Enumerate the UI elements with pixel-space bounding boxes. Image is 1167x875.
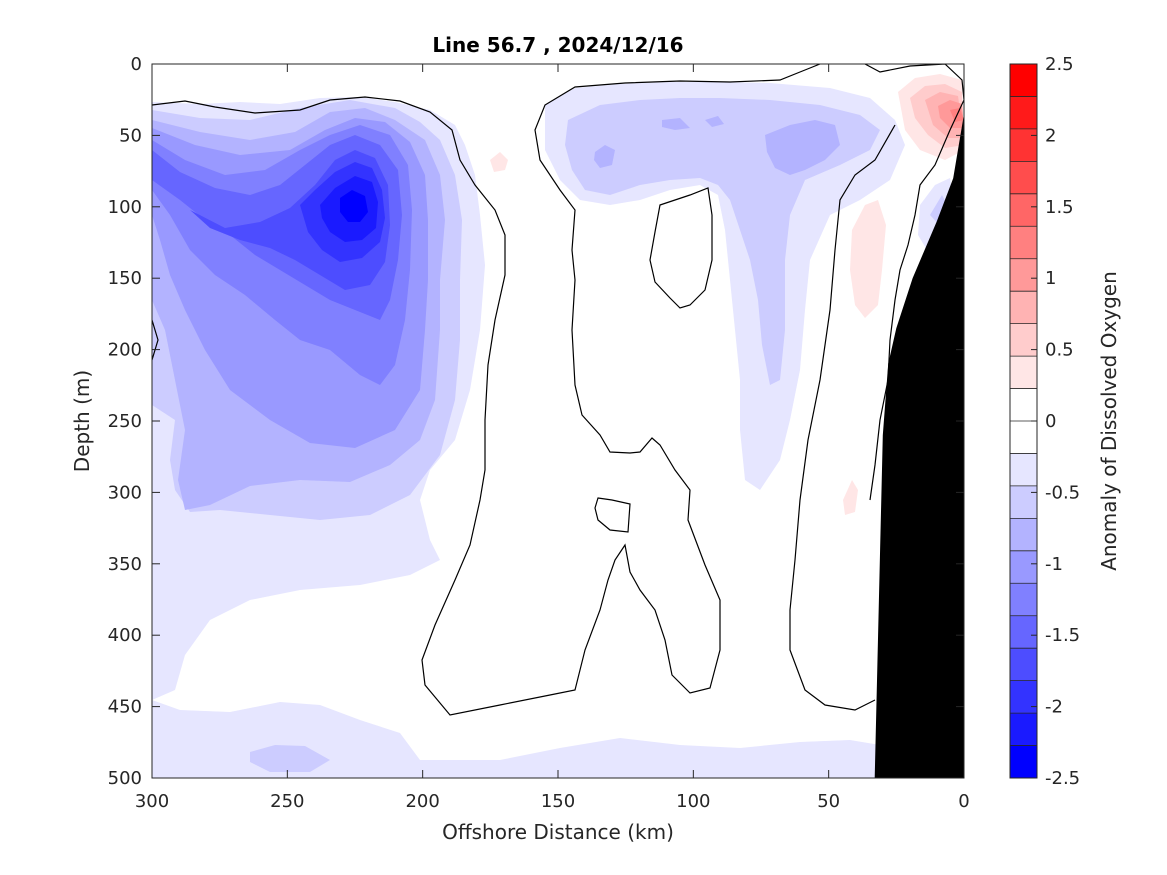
anomaly-region-bottom-band (152, 700, 880, 778)
y-tick-label: 250 (108, 411, 142, 432)
y-axis-title: Depth (m) (70, 370, 94, 472)
colorbar-swatch (1010, 388, 1037, 422)
x-tick-label: 100 (676, 791, 710, 812)
colorbar-swatch (1010, 193, 1037, 227)
x-tick-label: 250 (270, 791, 304, 812)
zero-contour-shelf (789, 124, 896, 711)
x-axis: 300 250 200 150 100 50 0 (135, 64, 970, 812)
x-tick-label: 200 (405, 791, 439, 812)
bathymetry-mask (874, 114, 964, 778)
zero-contour-edge (152, 319, 159, 361)
colorbar-tick-label: -2 (1045, 697, 1063, 718)
colorbar-swatch (1010, 161, 1037, 195)
colorbar-swatch (1010, 291, 1037, 325)
x-tick-label: 50 (817, 791, 840, 812)
colorbar-tick-label: -1.5 (1045, 625, 1080, 646)
colorbar-swatch (1010, 96, 1037, 130)
colorbar-tick-label: 2 (1045, 125, 1056, 146)
colorbar-swatch (1010, 258, 1037, 292)
y-tick-label: 0 (131, 54, 142, 75)
colorbar-tick-label: -0.5 (1045, 482, 1080, 503)
colorbar-swatch (1010, 421, 1037, 454)
colorbar-swatch (1010, 453, 1037, 487)
zero-contour-west (152, 64, 821, 716)
colorbar-swatch (1010, 615, 1037, 649)
x-tick-label: 0 (958, 791, 969, 812)
colorbar-title: Anomaly of Dissolved Oxygen (1097, 271, 1121, 571)
colorbar-swatch (1010, 583, 1037, 617)
colorbar-swatch (1010, 356, 1037, 390)
anomaly-region-central-4 (705, 116, 724, 127)
anomaly-region-central-3 (662, 118, 690, 130)
anomaly-region-shelf-high (850, 200, 886, 318)
y-tick-label: 50 (119, 125, 142, 146)
colorbar-swatch (1010, 64, 1037, 97)
colorbar-swatch (1010, 550, 1037, 584)
colorbar-tick-label: 0 (1045, 411, 1056, 432)
colorbar-swatch (1010, 745, 1037, 779)
anomaly-region-bottom-band-2 (250, 745, 330, 772)
zero-contour-central-loop (649, 187, 713, 309)
x-tick-label: 150 (541, 791, 575, 812)
colorbar-tick-label: 2.5 (1045, 54, 1074, 75)
colorbar-swatch (1010, 226, 1037, 260)
colorbar-tick-label: 1.5 (1045, 197, 1074, 218)
y-tick-label: 200 (108, 340, 142, 361)
colorbar-swatch (1010, 485, 1037, 519)
y-tick-label: 300 (108, 482, 142, 503)
colorbar-swatches (1010, 63, 1037, 779)
x-axis-title: Offshore Distance (km) (442, 820, 674, 844)
colorbar-tick-label: 1 (1045, 268, 1056, 289)
colorbar-tick-label: 0.5 (1045, 340, 1074, 361)
colorbar-tick-label: -2.5 (1045, 768, 1080, 789)
y-tick-label: 450 (108, 697, 142, 718)
y-tick-label: 350 (108, 554, 142, 575)
colorbar-swatch (1010, 323, 1037, 357)
y-tick-label: 150 (108, 268, 142, 289)
colorbar: 2.5 2 1.5 1 0.5 0 -0.5 -1 -1.5 -2 -2.5 Anomaly of … (1009, 54, 1121, 789)
colorbar-tick-label: -1 (1045, 554, 1063, 575)
colorbar-swatch (1010, 518, 1037, 552)
contour-fills (152, 74, 964, 778)
anomaly-region-small-high-1 (490, 152, 508, 172)
anomaly-region-central-2 (765, 120, 840, 175)
zero-contour-small-loop (594, 497, 631, 533)
y-tick-label: 500 (108, 768, 142, 789)
x-tick-label: 300 (135, 791, 169, 812)
colorbar-swatch (1010, 713, 1037, 747)
chart-title: Line 56.7 , 2024/12/16 (432, 33, 683, 57)
colorbar-swatch (1010, 648, 1037, 682)
colorbar-ticks: 2.5 2 1.5 1 0.5 0 -0.5 -1 -1.5 -2 -2.5 (1031, 54, 1080, 789)
colorbar-swatch (1010, 128, 1037, 162)
anomaly-region-small-high-2 (843, 480, 858, 515)
anomaly-region-west-9 (340, 190, 368, 222)
y-axis: 0 50 100 150 200 250 300 350 400 450 500 (108, 54, 964, 789)
plot-area: 300 250 200 150 100 50 0 050100150200250300350… (108, 54, 970, 812)
y-tick-label: 400 (108, 625, 142, 646)
colorbar-swatch (1010, 680, 1037, 714)
anomaly-region-central-5 (594, 145, 615, 168)
y-tick-label: 100 (108, 197, 142, 218)
